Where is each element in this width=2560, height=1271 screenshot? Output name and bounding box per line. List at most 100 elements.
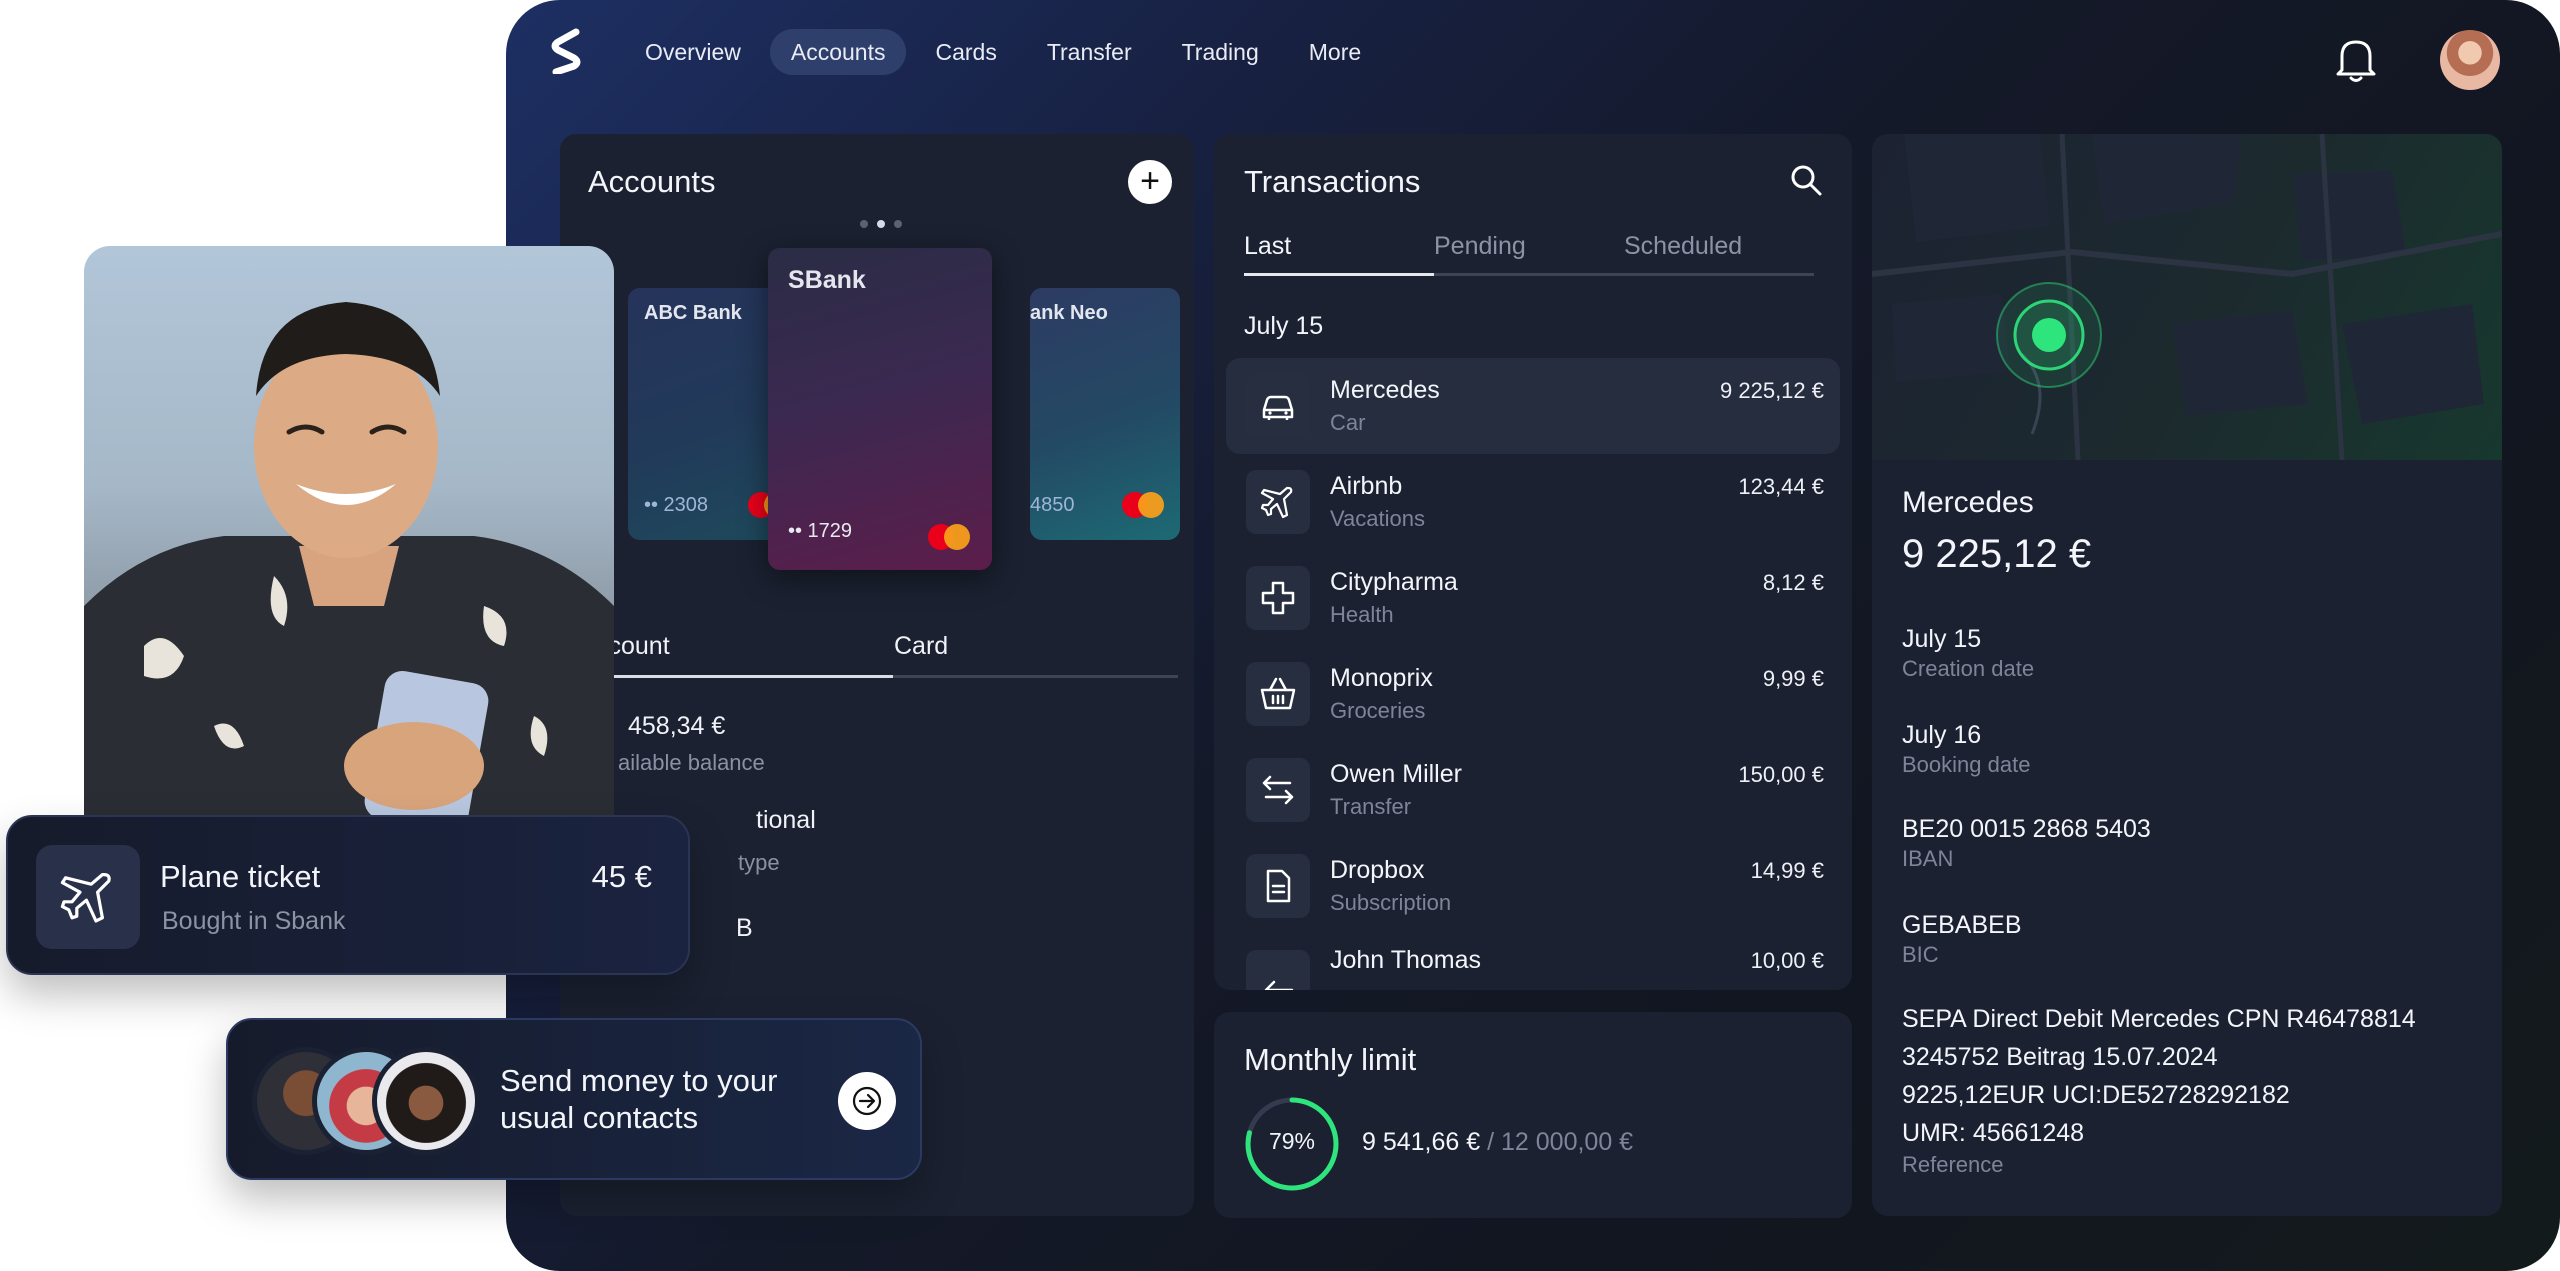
user-avatar[interactable]	[2440, 30, 2500, 90]
account-type-label: type	[738, 850, 780, 875]
nav-transfer[interactable]: Transfer	[1046, 39, 1132, 65]
plane-icon	[36, 845, 140, 949]
tab-card[interactable]: Card	[894, 632, 949, 660]
send-money-text: Send money to your usual contacts	[500, 1063, 778, 1135]
transaction-row[interactable]: Airbnb Vacations 123,44 €	[1226, 454, 1840, 550]
reference-label: Reference	[1902, 1152, 2004, 1177]
account-card-tabs: ccount Card	[588, 632, 1178, 678]
transaction-amount: 9 225,12 €	[1720, 378, 1824, 403]
transaction-amount: 123,44 €	[1738, 474, 1824, 499]
transaction-name: Citypharma	[1330, 568, 1458, 596]
monthly-limit-panel: Monthly limit 79% 9 541,66 € / 12 000,00…	[1214, 1012, 1852, 1218]
limit-percent: 79%	[1268, 1128, 1316, 1154]
iban-value: BE20 0015 2868 5403	[1902, 815, 2151, 843]
nav-accounts[interactable]: Accounts	[769, 29, 907, 75]
mastercard-icon	[928, 524, 972, 550]
creation-date-value: July 15	[1902, 625, 1982, 653]
accounts-title: Accounts	[588, 164, 716, 199]
notification-amount: 45 €	[591, 859, 652, 894]
transaction-amount: 9,99 €	[1762, 666, 1824, 691]
tab-last[interactable]: Last	[1244, 232, 1292, 260]
nav-trading[interactable]: Trading	[1181, 39, 1259, 65]
iban-label: IBAN	[1902, 846, 1954, 871]
tab-pending[interactable]: Pending	[1434, 232, 1526, 260]
transaction-row[interactable]: Dropbox Subscription 14,99 €	[1226, 838, 1840, 934]
reference-value: SEPA Direct Debit Mercedes CPN R46478814…	[1902, 1005, 2416, 1147]
detail-merchant: Mercedes	[1902, 486, 2034, 519]
carousel-dots[interactable]	[860, 220, 902, 228]
transaction-amount: 10,00 €	[1750, 948, 1824, 973]
send-money-card[interactable]: Send money to your usual contacts	[226, 1018, 922, 1180]
card-bank-name: ABC Bank	[644, 302, 742, 324]
booking-date-value: July 16	[1902, 721, 1982, 749]
transaction-amount: 8,12 €	[1762, 570, 1824, 595]
top-navigation: Overview Accounts Cards Transfer Trading…	[506, 0, 2560, 110]
transaction-amount: 14,99 €	[1750, 858, 1824, 883]
date-header: July 15	[1244, 312, 1324, 340]
add-account-button[interactable]: +	[1128, 160, 1172, 204]
transactions-title: Transactions	[1244, 164, 1421, 199]
bank-card-sbank[interactable]: SBank •• 1729	[768, 248, 992, 570]
card-bank-name: ank Neo	[1030, 302, 1108, 324]
transaction-row[interactable]: Citypharma Health 8,12 €	[1226, 550, 1840, 646]
s-logo-icon[interactable]	[546, 28, 586, 74]
transfer-arrows-icon	[1246, 758, 1310, 822]
transaction-category: Health	[1330, 602, 1394, 627]
location-pin-icon	[1996, 282, 2102, 388]
location-map[interactable]	[1872, 134, 2502, 461]
transaction-row[interactable]: Owen Miller Transfer 150,00 €	[1226, 742, 1840, 838]
transaction-row[interactable]: John Thomas 10,00 €	[1226, 934, 1840, 990]
bic-label: BIC	[1902, 942, 1939, 967]
monthly-limit-title: Monthly limit	[1244, 1042, 1417, 1077]
health-cross-icon	[1246, 566, 1310, 630]
search-icon[interactable]	[1788, 162, 1824, 198]
available-balance-value: 458,34 €	[628, 712, 726, 740]
bell-icon[interactable]	[2334, 36, 2378, 84]
transaction-category: Groceries	[1330, 698, 1426, 723]
detail-amount: 9 225,12 €	[1902, 532, 2092, 576]
contact-avatar[interactable]	[372, 1047, 480, 1155]
transaction-name: Airbnb	[1330, 472, 1403, 500]
arrow-right-icon	[852, 1086, 882, 1116]
nav-more[interactable]: More	[1308, 39, 1362, 65]
transaction-name: Mercedes	[1330, 376, 1440, 404]
notification-title: Plane ticket	[160, 859, 321, 894]
transaction-detail-panel: Mercedes 9 225,12 € July 15 Creation dat…	[1872, 134, 2502, 1216]
bic-value: GEBABEB	[1902, 911, 2022, 939]
main-nav: Overview Accounts Cards Transfer Trading…	[624, 29, 1382, 75]
active-tab-indicator	[1244, 273, 1434, 276]
transaction-category: Car	[1330, 410, 1366, 435]
card-number: •• 2308	[644, 494, 709, 516]
creation-date-label: Creation date	[1902, 656, 2035, 681]
mastercard-icon	[1122, 492, 1166, 518]
card-number: 4850	[1030, 494, 1075, 516]
car-icon	[1246, 374, 1310, 438]
transaction-row[interactable]: Monoprix Groceries 9,99 €	[1226, 646, 1840, 742]
bank-card-neo[interactable]: ank Neo 4850	[1030, 288, 1180, 540]
card-number: •• 1729	[788, 520, 853, 542]
tab-scheduled[interactable]: Scheduled	[1624, 232, 1743, 260]
nav-cards[interactable]: Cards	[935, 39, 997, 65]
customer-photo	[84, 246, 614, 846]
transaction-row[interactable]: Mercedes Car 9 225,12 €	[1226, 358, 1840, 454]
transaction-tabs: Last Pending Scheduled	[1244, 232, 1814, 276]
banking-app-window: Overview Accounts Cards Transfer Trading…	[506, 0, 2560, 1271]
purchase-notification[interactable]: Plane ticket Bought in Sbank 45 €	[6, 815, 690, 975]
booking-date-label: Booking date	[1902, 752, 2031, 777]
account-bic-partial: B	[736, 914, 753, 942]
tab-account[interactable]: ccount	[588, 632, 893, 678]
account-type-value: tional	[756, 806, 816, 834]
transaction-category: Vacations	[1330, 506, 1425, 531]
transactions-panel: Transactions Last Pending Scheduled July…	[1214, 134, 1852, 990]
available-balance-label: ailable balance	[618, 750, 765, 775]
document-icon	[1246, 854, 1310, 918]
arrow-left-icon	[1246, 950, 1310, 990]
transaction-category: Transfer	[1330, 794, 1412, 819]
nav-overview[interactable]: Overview	[645, 39, 741, 65]
send-money-button[interactable]	[838, 1072, 896, 1130]
transaction-name: Dropbox	[1330, 856, 1425, 884]
basket-icon	[1246, 662, 1310, 726]
transaction-category: Subscription	[1330, 890, 1452, 915]
plane-icon	[1246, 470, 1310, 534]
transaction-name: John Thomas	[1330, 946, 1482, 974]
